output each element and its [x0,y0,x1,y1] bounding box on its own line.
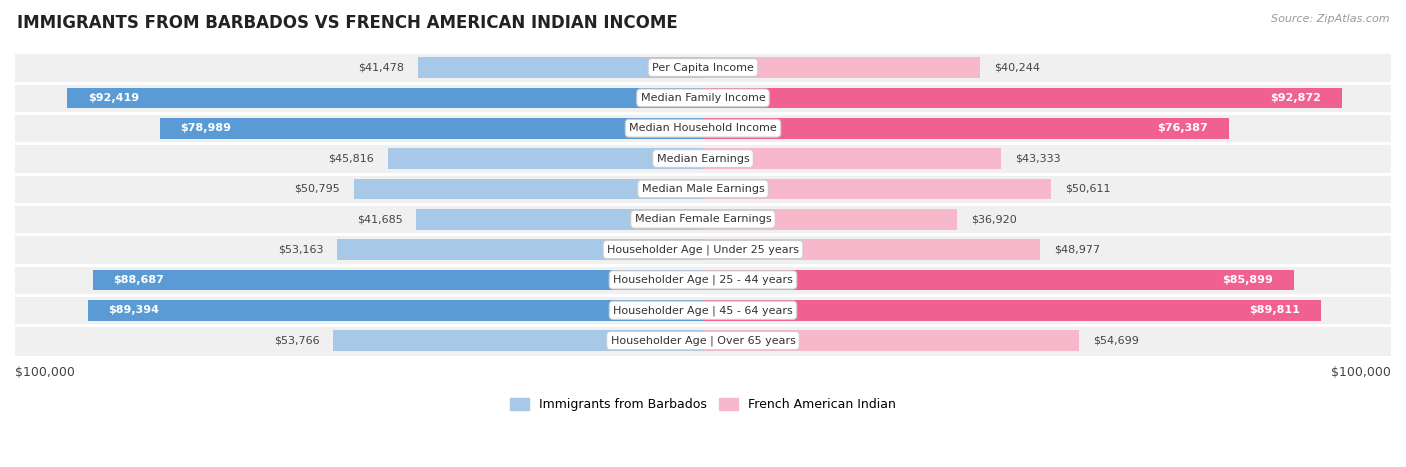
Text: $53,163: $53,163 [278,245,323,255]
Bar [703,300,1320,320]
Bar [67,87,703,108]
Text: Householder Age | Over 65 years: Householder Age | Over 65 years [610,335,796,346]
Text: $89,811: $89,811 [1250,305,1301,315]
Bar [703,118,1229,139]
Text: $50,611: $50,611 [1064,184,1111,194]
Text: $43,333: $43,333 [1015,154,1060,163]
Bar [388,148,703,169]
Text: $41,685: $41,685 [357,214,402,224]
Text: IMMIGRANTS FROM BARBADOS VS FRENCH AMERICAN INDIAN INCOME: IMMIGRANTS FROM BARBADOS VS FRENCH AMERI… [17,14,678,32]
Bar [703,57,980,78]
Text: $78,989: $78,989 [180,123,231,133]
Text: $45,816: $45,816 [328,154,374,163]
Bar [159,118,703,139]
Text: $100,000: $100,000 [1331,367,1391,379]
Text: $92,419: $92,419 [87,93,139,103]
Text: $40,244: $40,244 [994,63,1039,72]
Text: $54,699: $54,699 [1092,336,1139,346]
Bar [15,52,1391,83]
Text: Median Male Earnings: Median Male Earnings [641,184,765,194]
Text: Householder Age | 45 - 64 years: Householder Age | 45 - 64 years [613,305,793,316]
Text: $53,766: $53,766 [274,336,319,346]
Bar [703,330,1080,351]
Bar [703,87,1341,108]
Bar [15,325,1391,356]
Bar [93,269,703,290]
Text: $41,478: $41,478 [359,63,404,72]
Text: $36,920: $36,920 [970,214,1017,224]
Text: Median Earnings: Median Earnings [657,154,749,163]
Bar [15,204,1391,234]
Bar [703,178,1052,199]
Text: Source: ZipAtlas.com: Source: ZipAtlas.com [1271,14,1389,24]
Text: Householder Age | 25 - 44 years: Householder Age | 25 - 44 years [613,275,793,285]
Text: Householder Age | Under 25 years: Householder Age | Under 25 years [607,244,799,255]
Bar [703,269,1294,290]
Text: Per Capita Income: Per Capita Income [652,63,754,72]
Text: Median Female Earnings: Median Female Earnings [634,214,772,224]
Bar [15,143,1391,174]
Bar [703,209,957,230]
Bar [353,178,703,199]
Bar [333,330,703,351]
Text: $100,000: $100,000 [15,367,75,379]
Bar [418,57,703,78]
Text: $88,687: $88,687 [114,275,165,285]
Bar [15,265,1391,295]
Text: $76,387: $76,387 [1157,123,1208,133]
Text: Median Family Income: Median Family Income [641,93,765,103]
Bar [89,300,703,320]
Bar [15,83,1391,113]
Bar [15,234,1391,265]
Bar [15,174,1391,204]
Text: $89,394: $89,394 [108,305,160,315]
Bar [703,239,1040,260]
Text: $92,872: $92,872 [1271,93,1322,103]
Bar [337,239,703,260]
Bar [703,148,1001,169]
Legend: Immigrants from Barbados, French American Indian: Immigrants from Barbados, French America… [505,393,901,416]
Text: $85,899: $85,899 [1222,275,1274,285]
Text: $50,795: $50,795 [294,184,340,194]
Bar [15,295,1391,325]
Text: Median Household Income: Median Household Income [628,123,778,133]
Bar [416,209,703,230]
Bar [15,113,1391,143]
Text: $48,977: $48,977 [1053,245,1099,255]
